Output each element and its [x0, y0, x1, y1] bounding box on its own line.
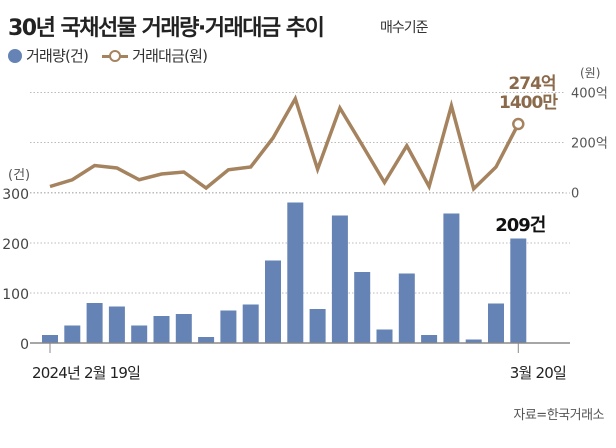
bar	[242, 304, 259, 343]
bar	[108, 306, 125, 343]
bar	[86, 303, 103, 343]
bar	[398, 273, 415, 343]
bar-y-tick-label: 200	[2, 237, 29, 253]
bar	[465, 339, 482, 343]
bar	[42, 335, 58, 343]
bar-last-annotation: 209건	[495, 215, 546, 236]
bar	[265, 260, 281, 343]
legend: 거래량(건) 거래대금(원)	[8, 45, 208, 66]
line-point-last	[512, 117, 525, 131]
legend-line-swatch-icon	[102, 49, 129, 63]
x-end-label: 3월 20일	[510, 364, 566, 382]
bar-y-tick-label: 100	[2, 287, 29, 303]
bar	[153, 316, 170, 343]
source-note: 자료=한국거래소	[513, 408, 604, 423]
bar-y-unit-label: (건)	[8, 168, 30, 183]
line-y-tick-label: 0	[571, 187, 579, 202]
legend-volume-label: 거래량(건)	[26, 47, 89, 65]
chart-title: 30년 국채선물 거래량·거래대금 추이	[8, 16, 325, 41]
legend-bar-swatch-icon	[8, 48, 22, 63]
bar	[443, 213, 460, 343]
bar	[220, 310, 237, 343]
bar	[488, 303, 504, 343]
x-start-label: 2024년 2월 19일	[32, 364, 140, 382]
bar	[421, 335, 438, 343]
bar-series	[30, 202, 570, 353]
line-series	[49, 94, 525, 193]
line-annotation-1: 274억	[508, 74, 555, 94]
line-y-tick-label: 400억	[571, 87, 608, 102]
bar	[131, 325, 148, 343]
legend-value-label: 거래대금(원)	[132, 47, 208, 65]
bar	[64, 325, 81, 343]
bar	[354, 272, 371, 343]
line-path	[49, 94, 520, 193]
axis-labels: 0 100 200 300 (건) 0 200억 400억 (원) 2024년 2월 19일 3월 …	[2, 66, 608, 382]
line-y-unit-label: (원)	[580, 66, 600, 80]
bar	[376, 329, 393, 343]
bar-y-tick-label: 300	[2, 187, 29, 203]
chart-subtitle: 매수기준	[380, 20, 429, 36]
bar	[331, 215, 348, 343]
bar	[175, 314, 192, 343]
line-y-tick-label: 200억	[571, 137, 608, 152]
line-grid	[30, 92, 565, 193]
line-annotation-2: 1400만	[499, 93, 558, 113]
bar	[198, 337, 215, 343]
bar-y-tick-label: 0	[20, 337, 29, 353]
bar	[510, 238, 527, 343]
bar	[287, 202, 304, 343]
bar	[309, 309, 326, 343]
